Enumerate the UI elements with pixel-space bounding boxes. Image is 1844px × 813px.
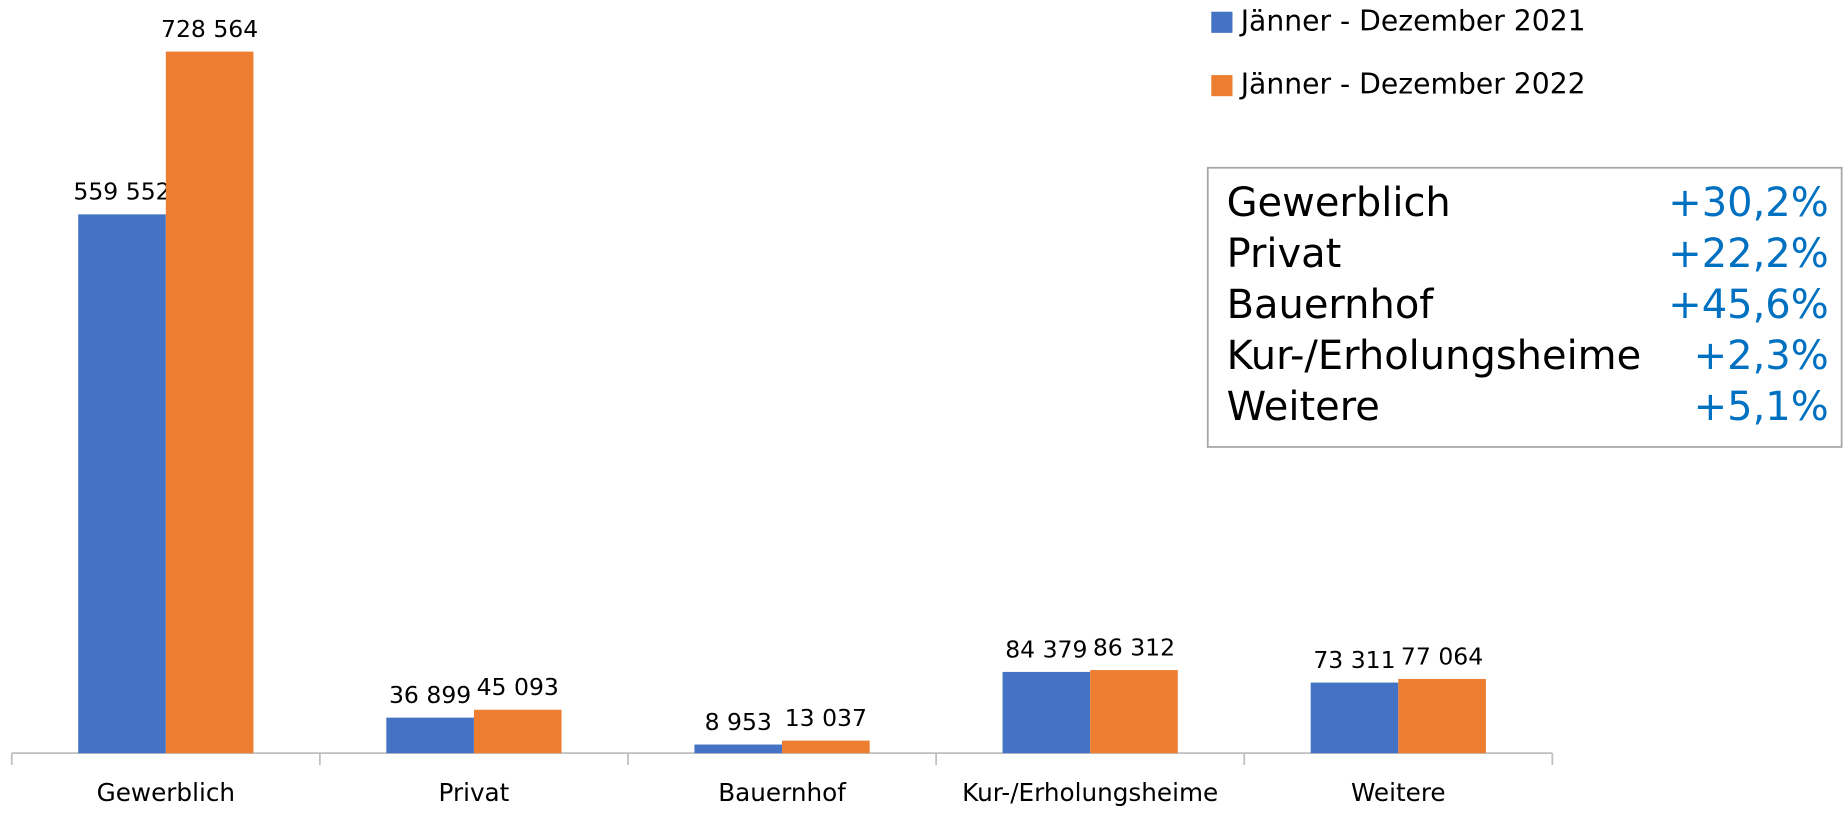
change-value: +45,6% (1668, 282, 1828, 328)
value-label: 728 564 (161, 15, 258, 43)
change-category: Weitere (1227, 384, 1380, 430)
value-label: 77 064 (1401, 642, 1483, 670)
change-category: Gewerblich (1227, 180, 1451, 226)
x-tick-label: Kur-/Erholungsheime (962, 778, 1218, 807)
bar (386, 717, 474, 754)
x-tick-label: Privat (438, 778, 509, 807)
value-label: 73 311 (1313, 646, 1395, 674)
change-value: +2,3% (1694, 333, 1829, 379)
bar (782, 740, 870, 754)
bar (78, 214, 166, 754)
change-value: +30,2% (1668, 180, 1828, 226)
bar (165, 51, 254, 754)
value-label: 559 552 (73, 178, 170, 206)
value-label: 86 312 (1093, 633, 1175, 661)
value-label: 13 037 (785, 704, 867, 732)
x-tick-label: Bauernhof (718, 778, 847, 807)
x-tick-label: Gewerblich (97, 778, 235, 807)
bar (1090, 670, 1178, 754)
change-value: +22,2% (1668, 231, 1828, 277)
bar (1398, 678, 1486, 754)
change-box (1206, 166, 1843, 448)
legend-label: Jänner - Dezember 2022 (1239, 68, 1586, 101)
change-category: Kur-/Erholungsheime (1227, 333, 1642, 379)
change-value: +5,1% (1694, 384, 1829, 430)
change-category: Privat (1227, 231, 1342, 277)
x-tick-label: Weitere (1351, 778, 1446, 807)
bar (473, 709, 562, 754)
value-label: 8 953 (705, 708, 772, 736)
legend-swatch (1211, 11, 1233, 33)
change-category: Bauernhof (1227, 282, 1435, 328)
value-label: 45 093 (477, 673, 559, 701)
legend-label: Jänner - Dezember 2021 (1239, 4, 1586, 37)
legend-swatch (1211, 75, 1233, 97)
bar (694, 744, 783, 754)
bar (1310, 682, 1399, 754)
value-label: 36 899 (389, 681, 471, 709)
value-label: 84 379 (1005, 635, 1087, 663)
bar (1002, 671, 1091, 754)
